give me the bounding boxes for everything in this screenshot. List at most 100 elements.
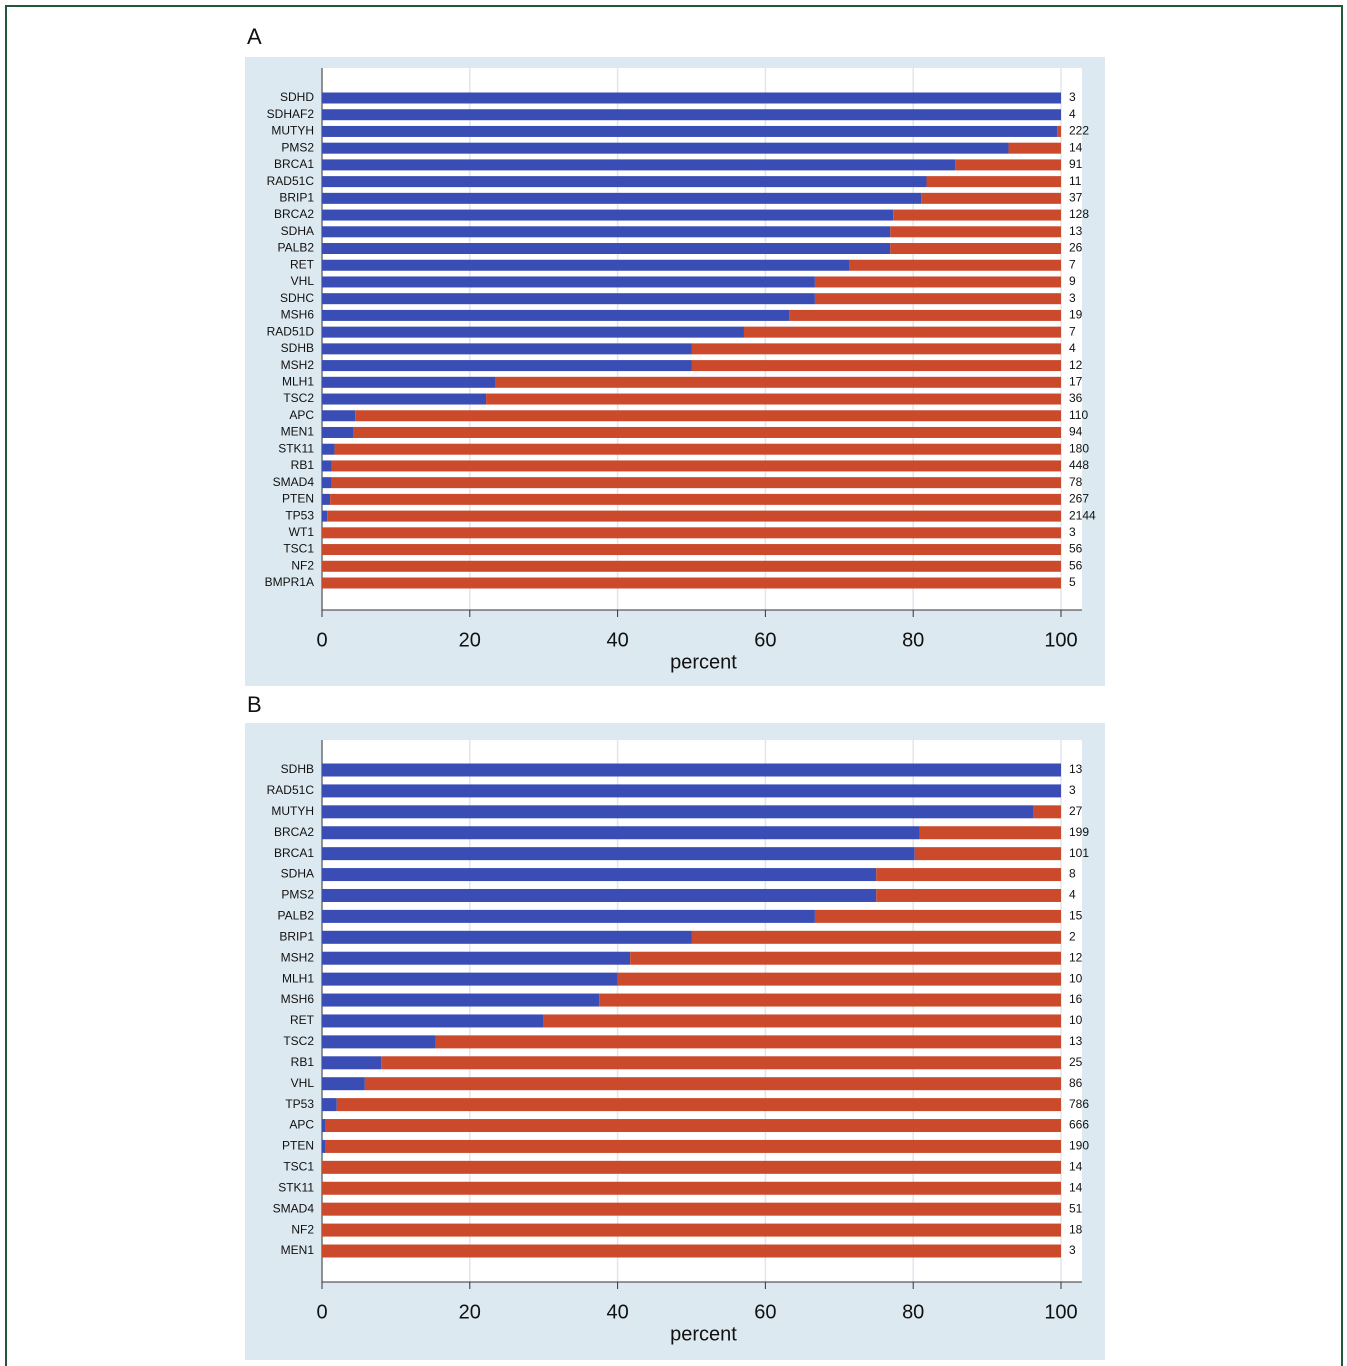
bar-segment — [322, 460, 332, 472]
category-label: NF2 — [291, 1222, 314, 1236]
bar-segment — [322, 426, 354, 438]
x-axis-title: percent — [670, 1323, 737, 1345]
count-label: 5 — [1069, 575, 1076, 589]
count-label: 786 — [1069, 1097, 1089, 1111]
count-label: 91 — [1069, 157, 1083, 171]
bar-segment — [617, 972, 1061, 986]
category-label: MEN1 — [281, 1243, 315, 1257]
bar-segment — [1008, 142, 1061, 154]
bar-segment — [322, 1181, 1061, 1195]
bar-segment — [322, 276, 815, 288]
bar-segment — [322, 410, 356, 422]
category-label: MLH1 — [282, 971, 314, 985]
bar-segment — [322, 293, 815, 305]
category-label: SDHAF2 — [267, 107, 315, 121]
bar-segment — [543, 1014, 1061, 1028]
x-tick-label: 40 — [606, 1301, 628, 1323]
count-label: 8 — [1069, 867, 1076, 881]
x-tick-label: 60 — [754, 629, 776, 651]
frame — [5, 5, 1343, 1366]
bar-segment — [322, 577, 1061, 589]
count-label: 13 — [1069, 224, 1083, 238]
count-label: 3 — [1069, 783, 1076, 797]
bar-segment — [322, 1139, 326, 1153]
category-label: SDHC — [280, 291, 314, 305]
count-label: 4 — [1069, 341, 1076, 355]
bar-segment — [322, 243, 891, 255]
bar-segment — [1057, 125, 1061, 137]
category-label: RAD51C — [267, 783, 315, 797]
bar-segment — [921, 192, 1061, 204]
count-label: 7 — [1069, 324, 1076, 338]
category-label: PALB2 — [278, 909, 315, 923]
bar-segment — [322, 209, 894, 221]
bar-segment — [322, 560, 1061, 572]
count-label: 78 — [1069, 475, 1083, 489]
bar-segment — [890, 243, 1061, 255]
bar-segment — [322, 1077, 365, 1091]
category-label: MUTYH — [271, 124, 314, 138]
bar-segment — [893, 209, 1061, 221]
count-label: 56 — [1069, 558, 1083, 572]
bar-segment — [322, 972, 618, 986]
bar-segment — [322, 868, 877, 882]
count-label: 3 — [1069, 90, 1076, 104]
category-label: STK11 — [278, 1180, 314, 1194]
category-label: STK11 — [278, 441, 314, 455]
count-label: 25 — [1069, 1055, 1083, 1069]
count-label: 12 — [1069, 950, 1083, 964]
category-label: NF2 — [291, 558, 314, 572]
bar-segment — [322, 176, 927, 188]
category-label: RET — [290, 257, 315, 271]
count-label: 10 — [1069, 971, 1083, 985]
bar-segment — [814, 909, 1061, 923]
x-tick-label: 60 — [754, 1301, 776, 1323]
x-tick-label: 20 — [459, 1301, 481, 1323]
bar-segment — [322, 443, 335, 455]
category-label: TP53 — [285, 508, 314, 522]
plot-area — [322, 740, 1082, 1282]
count-label: 12 — [1069, 358, 1083, 372]
bar-segment — [336, 1098, 1061, 1112]
category-label: VHL — [291, 274, 315, 288]
bar-segment — [322, 1244, 1061, 1258]
category-label: BRCA1 — [274, 846, 314, 860]
count-label: 4 — [1069, 107, 1076, 121]
bar-segment — [849, 259, 1061, 271]
category-label: SDHA — [281, 867, 314, 881]
bar-segment — [630, 951, 1061, 965]
bar-segment — [322, 343, 692, 355]
x-tick-label: 100 — [1044, 629, 1077, 651]
bar-segment — [322, 142, 1009, 154]
count-label: 2 — [1069, 929, 1076, 943]
count-label: 267 — [1069, 492, 1089, 506]
category-label: MSH6 — [281, 992, 315, 1006]
category-label: TSC1 — [283, 1160, 314, 1174]
bar-segment — [322, 192, 922, 204]
count-label: 2144 — [1069, 508, 1096, 522]
bar-segment — [1033, 805, 1061, 819]
bar-segment — [322, 309, 790, 321]
bar-segment — [486, 393, 1062, 405]
count-label: 16 — [1069, 992, 1083, 1006]
bar-segment — [495, 376, 1061, 388]
bar-segment — [322, 510, 328, 522]
category-label: RAD51D — [267, 324, 315, 338]
category-label: WT1 — [289, 525, 315, 539]
category-label: RB1 — [291, 1055, 315, 1069]
bar-segment — [364, 1077, 1061, 1091]
count-label: 13 — [1069, 762, 1083, 776]
bar-segment — [322, 393, 487, 405]
count-label: 26 — [1069, 241, 1083, 255]
count-label: 3 — [1069, 1243, 1076, 1257]
bar-segment — [322, 1223, 1061, 1237]
count-label: 51 — [1069, 1201, 1083, 1215]
count-label: 7 — [1069, 257, 1076, 271]
bar-segment — [322, 109, 1061, 121]
bar-segment — [331, 460, 1061, 472]
count-label: 3 — [1069, 291, 1076, 305]
bar-segment — [322, 993, 600, 1007]
category-label: TP53 — [285, 1097, 314, 1111]
category-label: TSC1 — [283, 542, 314, 556]
x-tick-label: 20 — [459, 629, 481, 651]
